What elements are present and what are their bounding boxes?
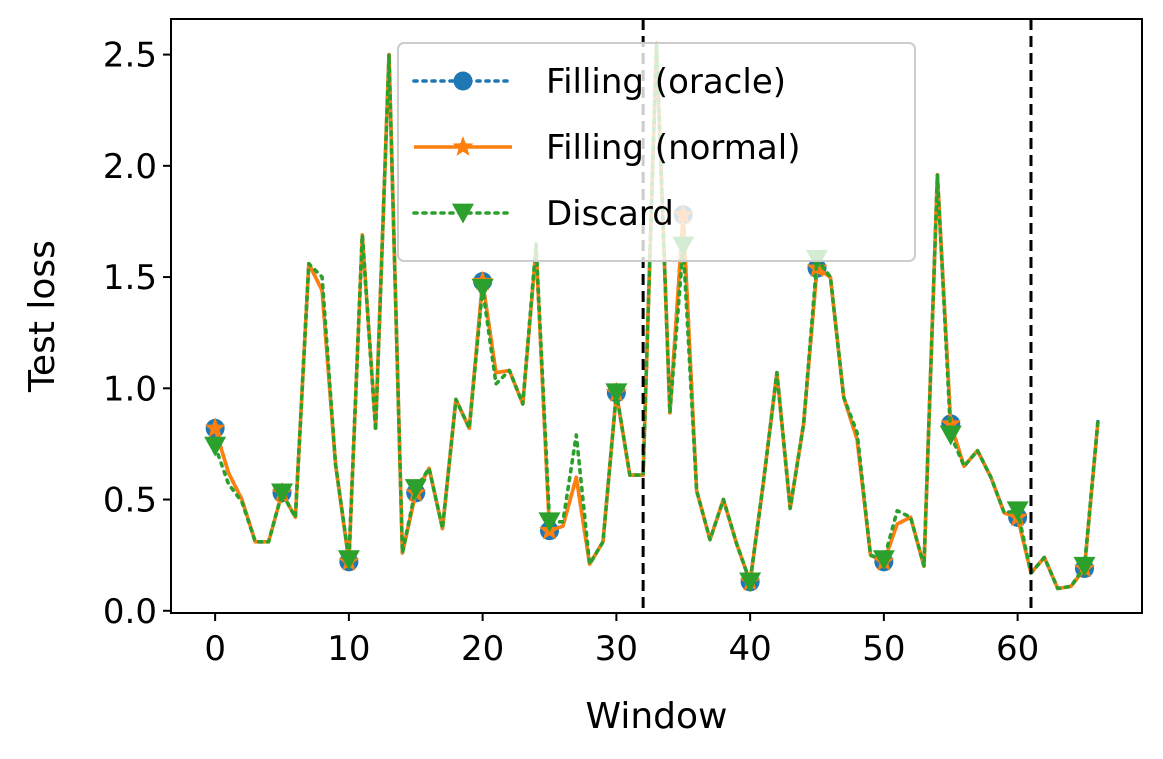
data-point xyxy=(940,412,962,433)
y-tick-label: 2.5 xyxy=(103,36,157,76)
x-tick-label: 30 xyxy=(595,629,638,669)
axes-frame xyxy=(170,18,1143,614)
data-point xyxy=(739,572,762,593)
legend-entry: Discard xyxy=(412,194,674,234)
legend-marker xyxy=(452,203,474,224)
legend-label: Filling (normal) xyxy=(546,128,800,168)
data-point xyxy=(204,436,227,457)
x-tick-label: 60 xyxy=(996,629,1039,669)
data-point xyxy=(1073,556,1096,577)
y-tick-label: 1.5 xyxy=(103,258,157,298)
legend-box xyxy=(397,42,916,262)
data-point xyxy=(471,278,494,299)
y-tick-label: 0.0 xyxy=(103,592,157,632)
data-point xyxy=(204,417,226,438)
legend-marker xyxy=(453,71,473,91)
x-tick-label: 20 xyxy=(461,629,504,669)
data-point xyxy=(337,550,360,571)
y-axis-label: Test loss xyxy=(22,240,63,393)
y-tick-label: 0.5 xyxy=(103,481,157,521)
legend-label: Filling (oracle) xyxy=(546,62,786,102)
x-tick-label: 40 xyxy=(728,629,771,669)
data-point xyxy=(1006,501,1029,522)
data-point xyxy=(872,550,895,571)
legend-entry: Filling (oracle) xyxy=(412,62,786,102)
x-tick-label: 0 xyxy=(204,629,226,669)
x-tick-label: 50 xyxy=(862,629,905,669)
data-point xyxy=(939,425,962,446)
legend-label: Discard xyxy=(546,194,674,234)
data-point xyxy=(605,383,628,404)
legend: Filling (oracle) Filling (normal) Discard xyxy=(397,42,916,262)
axes: 0 10 20 30 40 50 60 0.0 0.5 1.0 1.5 2.0 2.5 Window Tes… xyxy=(22,18,1143,737)
data-point xyxy=(271,483,294,504)
legend-marker xyxy=(452,136,474,156)
legend-entry: Filling (normal) xyxy=(414,128,800,168)
data-point xyxy=(538,512,561,533)
x-tick-label: 10 xyxy=(327,629,370,669)
y-tick-label: 1.0 xyxy=(103,369,157,409)
x-axis-label: Window xyxy=(586,696,728,737)
y-tick-label: 2.0 xyxy=(103,147,157,187)
data-point xyxy=(404,479,427,499)
